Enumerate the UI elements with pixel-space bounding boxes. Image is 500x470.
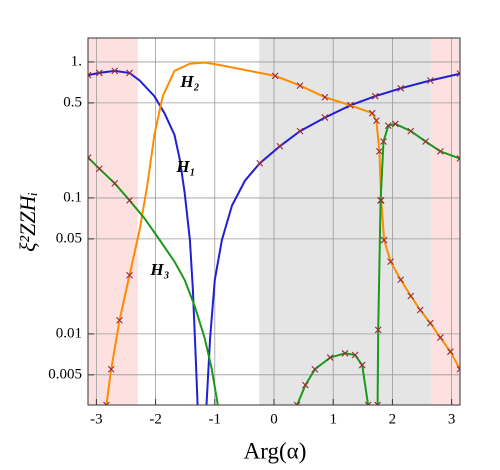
- y-tick-label: 0.5: [63, 94, 82, 110]
- cross-marker: [422, 138, 429, 145]
- cross-marker: [426, 319, 434, 327]
- cross-marker: [116, 316, 123, 324]
- y-tick-label: 0.01: [56, 325, 82, 341]
- y-tick-label: 0.05: [56, 230, 82, 246]
- cross-marker: [358, 361, 366, 369]
- cross-marker: [407, 127, 415, 135]
- shaded-band: [259, 38, 431, 405]
- cross-marker: [111, 179, 119, 187]
- x-tick-label: -2: [149, 411, 162, 427]
- x-tick-label: 0: [270, 411, 278, 427]
- cross-marker: [407, 292, 415, 300]
- y-tick-label: 0.005: [48, 366, 82, 382]
- y-tick-label: 0.1: [63, 189, 82, 205]
- cross-marker: [374, 326, 382, 334]
- cross-marker: [387, 258, 395, 266]
- cross-marker: [436, 147, 444, 155]
- cross-marker: [321, 114, 329, 121]
- cross-marker: [426, 77, 434, 84]
- cross-marker: [256, 159, 264, 167]
- cross-marker: [351, 351, 359, 359]
- plot-frame: [87, 37, 461, 406]
- x-tick-label: -1: [209, 411, 222, 427]
- curve-label: H₃: [149, 260, 169, 279]
- cross-marker: [95, 69, 103, 77]
- cross-marker: [391, 120, 399, 128]
- cross-marker: [375, 147, 383, 155]
- shaded-band: [430, 38, 460, 405]
- cross-marker: [95, 165, 103, 173]
- cross-marker: [103, 401, 110, 405]
- cross-marker: [326, 354, 334, 361]
- cross-marker: [341, 349, 349, 357]
- cross-marker: [368, 109, 376, 117]
- cross-marker: [311, 365, 319, 373]
- x-tick-label: -3: [90, 411, 103, 427]
- cross-marker: [321, 93, 329, 101]
- cross-marker: [346, 101, 354, 109]
- cross-marker: [397, 276, 405, 284]
- cross-marker: [364, 401, 372, 405]
- cross-marker: [126, 69, 133, 77]
- curve-label: H₂: [179, 72, 199, 91]
- cross-marker: [371, 92, 379, 100]
- cross-marker: [271, 72, 279, 80]
- cross-marker: [301, 381, 309, 389]
- cross-marker: [126, 196, 133, 204]
- cross-marker: [107, 365, 115, 373]
- cross-marker: [377, 196, 384, 204]
- cross-marker: [416, 306, 424, 314]
- cross-marker: [447, 348, 454, 356]
- cross-marker: [293, 401, 301, 405]
- cross-marker: [380, 138, 387, 145]
- x-tick-label: 1: [329, 411, 337, 427]
- cross-marker: [397, 84, 405, 92]
- cross-marker: [276, 142, 284, 150]
- cross-marker: [126, 271, 133, 279]
- cross-marker: [384, 122, 392, 130]
- cross-marker: [374, 401, 381, 405]
- cross-marker: [380, 236, 388, 244]
- x-tick-label: 2: [389, 411, 397, 427]
- x-axis-label: Arg(α): [244, 438, 307, 463]
- shaded-band: [88, 38, 138, 405]
- y-tick-label: 1.: [71, 53, 82, 69]
- cross-marker: [111, 67, 119, 75]
- x-tick-label: 3: [448, 411, 456, 427]
- cross-marker: [436, 334, 444, 341]
- y-axis-label: ξ²ZZHᵢ: [15, 192, 40, 252]
- cross-marker: [373, 117, 380, 125]
- cross-marker: [296, 127, 304, 135]
- curve-label: H₁: [175, 157, 195, 176]
- cross-marker: [296, 82, 304, 89]
